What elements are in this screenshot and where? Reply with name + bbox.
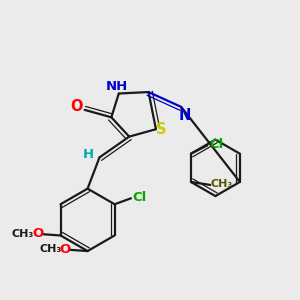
Text: CH₃: CH₃ [12,229,34,239]
Text: O: O [59,243,70,256]
Text: CH₃: CH₃ [39,244,61,254]
Text: O: O [70,99,83,114]
Text: O: O [32,227,44,240]
Text: H: H [82,148,94,161]
Text: Cl: Cl [133,191,147,204]
Text: NH: NH [106,80,128,93]
Text: N: N [178,108,191,123]
Text: S: S [156,122,166,137]
Text: Cl: Cl [209,138,223,151]
Text: CH₃: CH₃ [210,179,233,189]
